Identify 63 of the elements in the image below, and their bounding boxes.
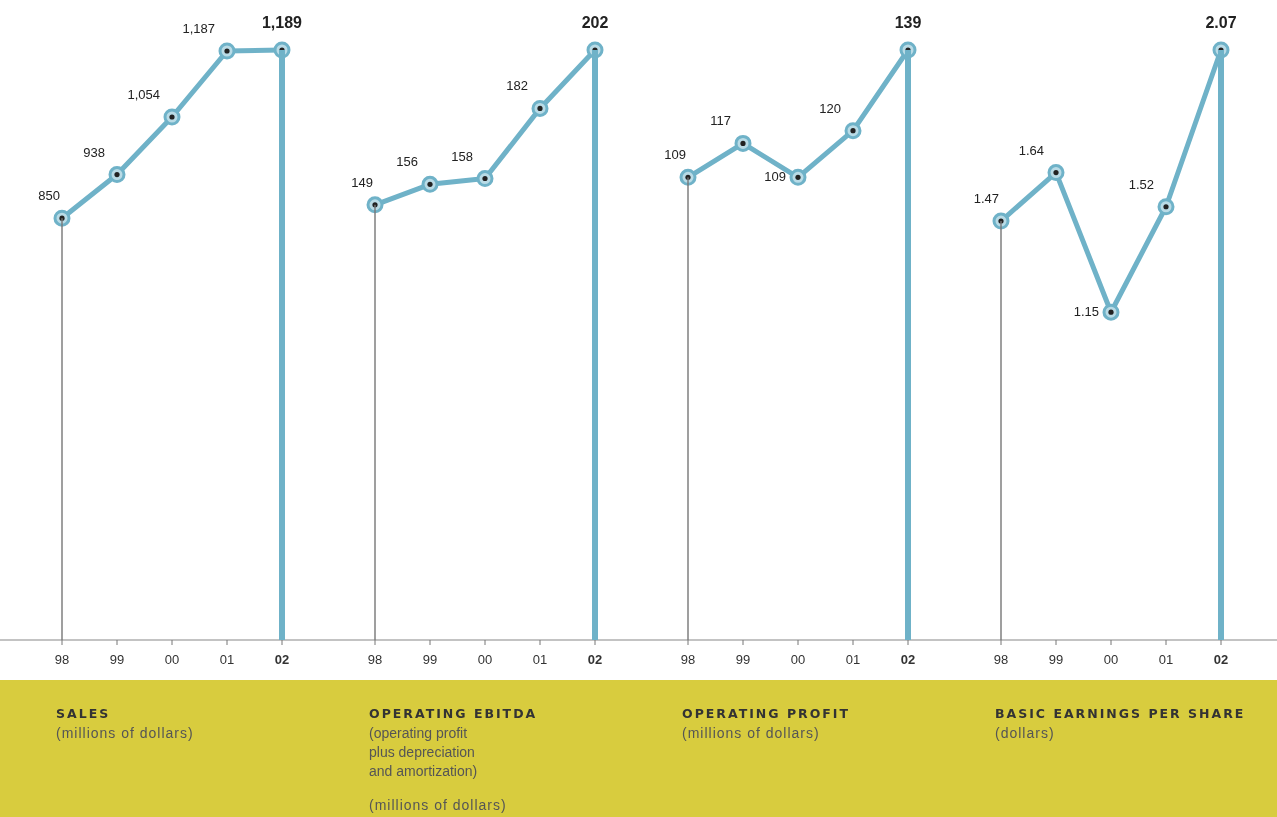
data-label: 120	[819, 100, 841, 116]
x-tick-label: 98	[680, 652, 696, 667]
data-label: 156	[396, 154, 418, 170]
point	[1157, 198, 1175, 216]
data-label: 202	[581, 14, 609, 31]
data-label: 117	[710, 113, 731, 129]
x-tick-label: 99	[109, 652, 125, 667]
x-tick-label: 99	[1048, 652, 1064, 667]
data-label: 109	[764, 169, 786, 185]
text: (operating profit plus depreciation and amortization)	[369, 725, 478, 779]
data-label: 109	[664, 147, 686, 163]
point	[531, 99, 549, 117]
x-tick-label: 02	[587, 652, 603, 667]
point	[163, 108, 181, 126]
x-tick-label: 98	[367, 652, 383, 667]
data-label: 1.64	[1018, 142, 1044, 158]
point	[1047, 164, 1065, 182]
data-label: 149	[351, 174, 373, 190]
x-tick-label: 01	[1158, 652, 1174, 667]
x-tick-label: 00	[790, 652, 806, 667]
x-tick-label: 00	[477, 652, 493, 667]
point	[476, 170, 494, 188]
data-label: 182	[506, 78, 528, 94]
data-label: 1,189	[261, 14, 303, 31]
data-label: 1.15	[1073, 304, 1099, 320]
x-tick-label: 02	[1213, 652, 1229, 667]
x-tick-label: 00	[1103, 652, 1119, 667]
point	[53, 209, 71, 227]
text: SALES	[56, 706, 111, 721]
x-tick-label: 01	[845, 652, 861, 667]
x-tick-label: 98	[54, 652, 70, 667]
x-tick-label: 01	[532, 652, 548, 667]
data-label: 158	[451, 148, 473, 164]
point	[108, 166, 126, 184]
data-label: 1.47	[973, 191, 999, 207]
data-label: 938	[83, 144, 105, 160]
text: BASIC EARNINGS PER SHARE	[995, 706, 1246, 721]
x-tick-label: 02	[900, 652, 916, 667]
x-tick-label: 01	[219, 652, 235, 667]
data-label: 139	[894, 14, 922, 31]
x-tick-label: 99	[422, 652, 438, 667]
point	[366, 196, 384, 214]
x-tick-label: 98	[993, 652, 1009, 667]
data-label: 850	[38, 188, 60, 204]
point	[789, 168, 807, 186]
data-label: 2.07	[1205, 14, 1237, 31]
data-label: 1,187	[182, 20, 215, 36]
point	[1102, 303, 1120, 321]
text: (millions of dollars)	[369, 797, 507, 813]
x-tick-label: 00	[164, 652, 180, 667]
text: OPERATING EBITDA	[369, 706, 538, 721]
x-tick-label: 99	[735, 652, 751, 667]
text: OPERATING PROFIT	[682, 706, 851, 721]
point	[421, 175, 439, 193]
text: (millions of dollars)	[56, 725, 194, 741]
text: (millions of dollars)	[682, 725, 820, 741]
point	[218, 42, 236, 60]
point	[844, 122, 862, 140]
data-label: 1.52	[1128, 176, 1154, 192]
x-tick-label: 02	[274, 652, 290, 667]
data-label: 1,054	[127, 86, 160, 102]
point	[734, 134, 752, 152]
text: (dollars)	[995, 725, 1055, 741]
